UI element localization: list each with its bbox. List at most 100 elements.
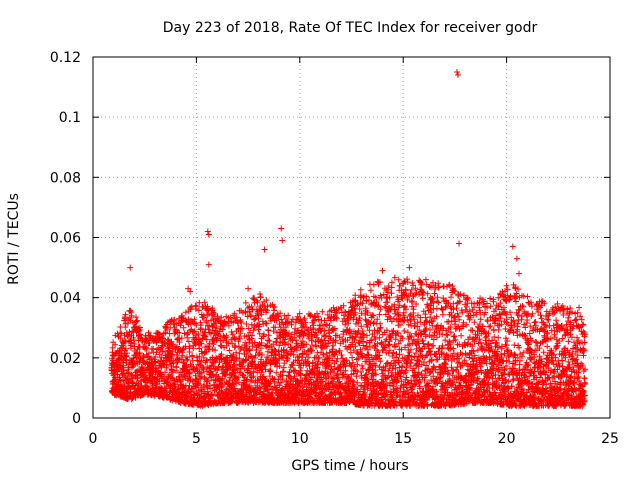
data-point: [179, 352, 186, 359]
data-point: [377, 324, 384, 331]
data-point: [268, 317, 274, 324]
data-point: [146, 340, 153, 346]
y-tick-label: 0.02: [50, 351, 81, 367]
data-point: [180, 324, 187, 331]
data-point: [200, 366, 207, 373]
data-point: [265, 332, 272, 339]
data-point: [121, 382, 128, 389]
data-point: [270, 328, 277, 335]
data-point: [128, 345, 135, 352]
x-tick-labels: 0 5 10 15 20 25: [89, 431, 619, 447]
data-point: [196, 353, 203, 360]
data-point: [195, 331, 202, 337]
data-point: [239, 325, 246, 332]
data-point: [159, 334, 166, 341]
data-point: [184, 356, 191, 363]
data-point: [238, 319, 245, 326]
data-point: [201, 314, 208, 321]
data-point: [206, 378, 212, 384]
data-point: [243, 321, 250, 327]
data-point: [112, 341, 119, 348]
data-point: [130, 363, 137, 370]
data-point: [150, 362, 157, 369]
data-point: [244, 305, 251, 311]
data-point: [484, 318, 491, 325]
data-point: [199, 369, 205, 376]
data-point: [296, 353, 303, 360]
data-point: [251, 339, 258, 346]
data-point: [176, 339, 183, 346]
data-point: [229, 340, 236, 347]
data-point: [353, 373, 360, 380]
data-point: [133, 318, 140, 325]
data-point: [284, 355, 291, 362]
data-point: [205, 326, 212, 333]
data-point: [314, 310, 320, 317]
data-point: [312, 368, 318, 375]
x-tick-label: 5: [192, 431, 201, 447]
data-point: [176, 329, 183, 336]
data-point: [127, 340, 134, 346]
data-point: [145, 360, 152, 367]
data-point: [258, 345, 264, 352]
data-point: [451, 333, 458, 339]
data-point: [187, 306, 194, 313]
data-point: [198, 340, 205, 347]
data-point: [202, 333, 209, 340]
data-point: [246, 347, 253, 354]
data-point: [251, 316, 258, 323]
data-point: [274, 363, 281, 370]
data-point: [246, 383, 253, 390]
data-point: [285, 312, 292, 319]
data-point: [205, 343, 212, 350]
data-point: [160, 335, 166, 342]
data-point: [257, 294, 264, 301]
data-point: [264, 387, 271, 393]
x-tick-label: 25: [601, 431, 619, 447]
data-point: [126, 386, 133, 393]
data-point: [275, 313, 282, 320]
data-point: [196, 345, 203, 352]
data-point: [235, 374, 242, 381]
data-point: [229, 331, 236, 338]
data-point: [297, 372, 304, 379]
data-point: [204, 388, 211, 395]
data-point: [209, 391, 216, 398]
data-point: [271, 304, 278, 310]
data-point: [185, 338, 192, 345]
data-point: [219, 326, 226, 333]
data-point: [226, 347, 233, 354]
data-point: [219, 363, 226, 370]
data-point: [289, 362, 296, 369]
data-point: [313, 343, 320, 350]
data-point: [291, 373, 298, 380]
data-point: [305, 354, 312, 361]
data-point: [249, 332, 256, 339]
data-point: [292, 367, 299, 374]
data-point: [252, 352, 259, 359]
data-point: [318, 336, 325, 343]
data-point: [357, 286, 364, 293]
data-point: [232, 336, 239, 343]
data-point: [255, 326, 262, 333]
data-point: [274, 335, 280, 342]
data-point: [250, 373, 257, 380]
data-point: [212, 347, 219, 354]
y-tick-label: 0.12: [50, 50, 81, 66]
x-tick-label: 20: [498, 431, 516, 447]
data-point: [317, 328, 324, 335]
data-point: [260, 331, 267, 338]
data-point: [208, 372, 215, 379]
data-point: [128, 312, 135, 319]
data-point: [401, 303, 408, 310]
data-point: [495, 326, 502, 333]
data-point: [401, 328, 408, 334]
data-point: [291, 346, 298, 353]
data-point: [288, 321, 295, 328]
data-point: [210, 341, 217, 348]
data-point: [254, 312, 261, 319]
data-point: [276, 342, 283, 349]
data-point: [272, 324, 279, 331]
data-point: [122, 345, 129, 352]
data-point: [185, 316, 192, 323]
